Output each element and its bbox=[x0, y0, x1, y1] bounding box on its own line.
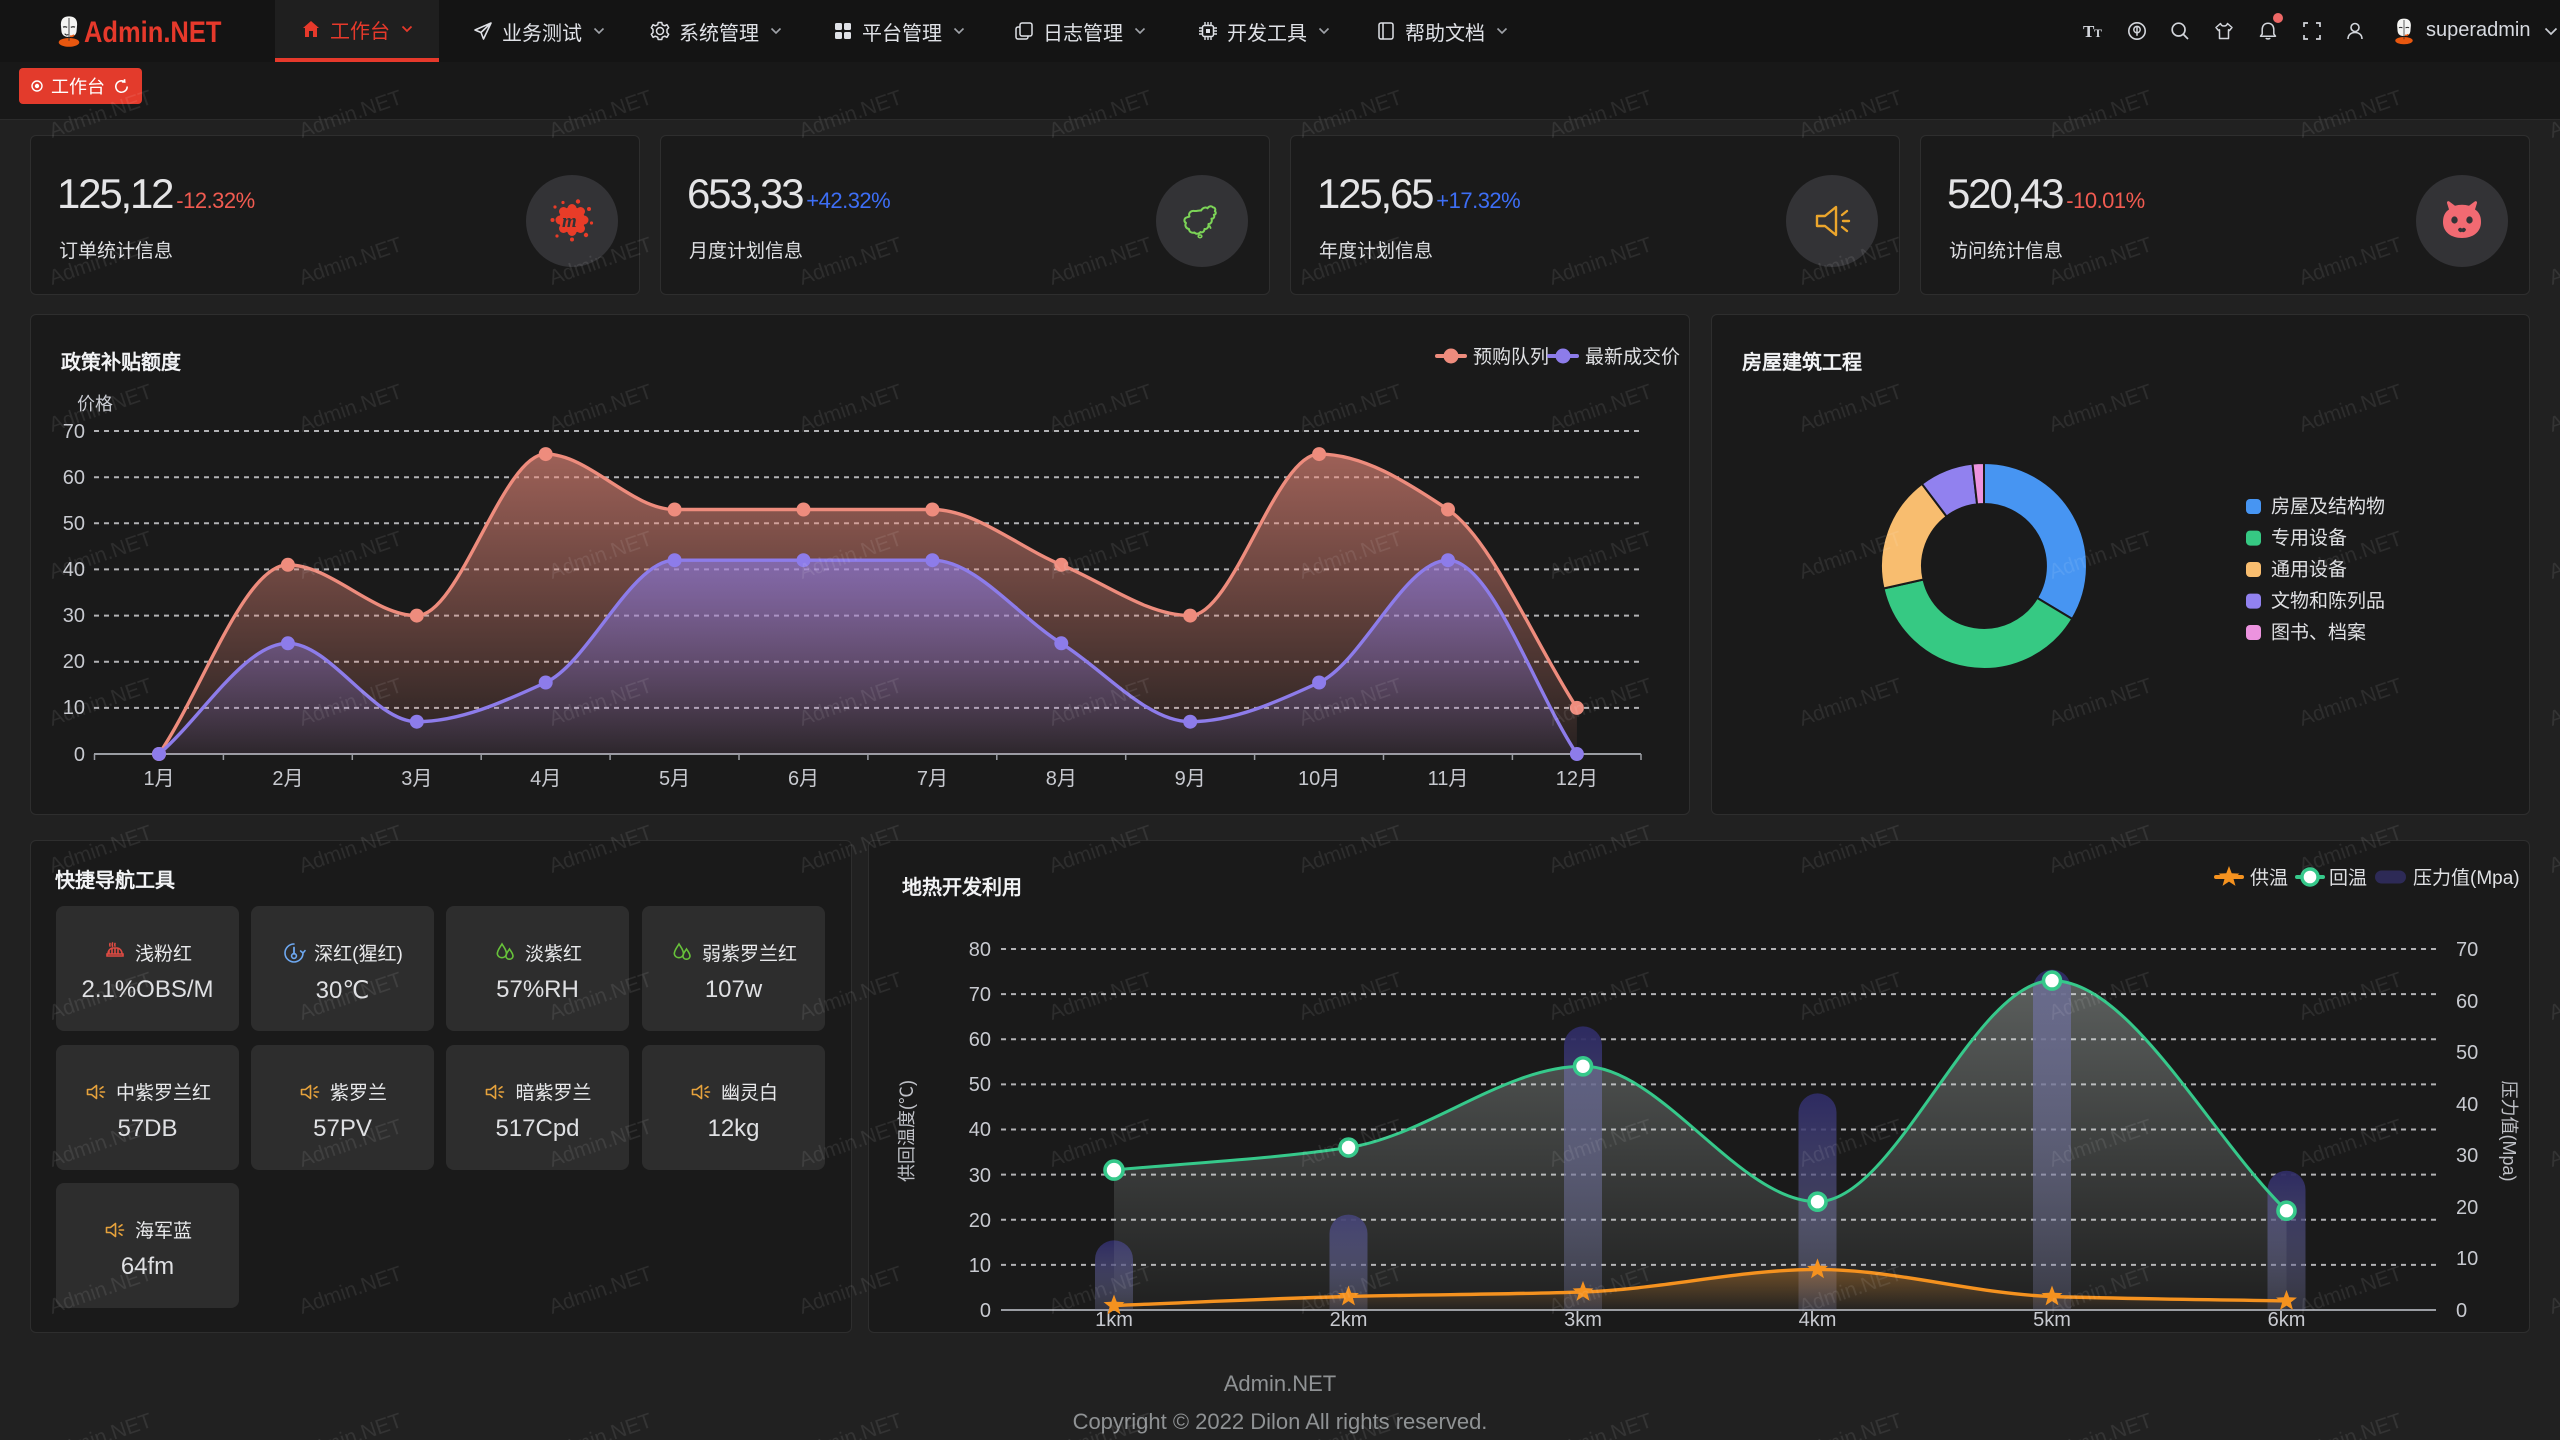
svg-text:60: 60 bbox=[2456, 991, 2478, 1013]
svg-text:T: T bbox=[2083, 22, 2095, 41]
svg-text:专用设备: 专用设备 bbox=[2271, 527, 2347, 549]
svg-text:1月: 1月 bbox=[143, 768, 174, 790]
svg-text:70: 70 bbox=[63, 421, 85, 443]
svg-text:通用设备: 通用设备 bbox=[2271, 559, 2347, 581]
svg-text:30: 30 bbox=[2456, 1145, 2478, 1167]
svg-text:预购队列: 预购队列 bbox=[1473, 346, 1549, 368]
svg-text:80: 80 bbox=[969, 939, 991, 961]
svg-text:0: 0 bbox=[980, 1300, 991, 1322]
svg-text:70: 70 bbox=[2456, 939, 2478, 961]
svg-text:Admin.NET: Admin.NET bbox=[2546, 233, 2560, 290]
svg-text:10: 10 bbox=[63, 697, 85, 719]
svg-text:T: T bbox=[2094, 26, 2102, 40]
svg-text:Admin.NET: Admin.NET bbox=[2546, 380, 2560, 437]
svg-text:20: 20 bbox=[63, 651, 85, 673]
svg-text:50: 50 bbox=[2456, 1042, 2478, 1064]
svg-text:11月: 11月 bbox=[1428, 768, 1469, 790]
svg-text:6月: 6月 bbox=[788, 768, 819, 790]
svg-text:5km: 5km bbox=[2033, 1309, 2071, 1331]
svg-text:Admin.NET: Admin.NET bbox=[2546, 1115, 2560, 1172]
svg-text:5月: 5月 bbox=[659, 768, 690, 790]
svg-text:70: 70 bbox=[969, 984, 991, 1006]
svg-text:m: m bbox=[562, 211, 577, 232]
svg-text:40: 40 bbox=[63, 559, 85, 581]
svg-text:12月: 12月 bbox=[1556, 768, 1598, 790]
svg-text:最新成交价: 最新成交价 bbox=[1585, 346, 1680, 368]
svg-text:10: 10 bbox=[2456, 1248, 2478, 1270]
svg-text:3km: 3km bbox=[1564, 1309, 1602, 1331]
svg-text:2km: 2km bbox=[1330, 1309, 1368, 1331]
svg-text:60: 60 bbox=[63, 467, 85, 489]
svg-text:Admin.NET: Admin.NET bbox=[2546, 674, 2560, 731]
svg-text:价格: 价格 bbox=[77, 394, 113, 414]
svg-text:4km: 4km bbox=[1799, 1309, 1837, 1331]
svg-text:7月: 7月 bbox=[917, 768, 948, 790]
svg-text:9月: 9月 bbox=[1175, 768, 1206, 790]
svg-text:压力值(Mpa): 压力值(Mpa) bbox=[2499, 1080, 2519, 1181]
svg-text:20: 20 bbox=[969, 1210, 991, 1232]
svg-text:压力值(Mpa): 压力值(Mpa) bbox=[2413, 867, 2520, 889]
svg-text:回温: 回温 bbox=[2329, 867, 2367, 889]
svg-text:8月: 8月 bbox=[1046, 768, 1077, 790]
svg-text:10月: 10月 bbox=[1298, 768, 1340, 790]
svg-text:Admin.NET: Admin.NET bbox=[2546, 968, 2560, 1025]
svg-text:3月: 3月 bbox=[401, 768, 432, 790]
svg-text:Admin.NET: Admin.NET bbox=[2546, 1262, 2560, 1319]
svg-text:40: 40 bbox=[2456, 1094, 2478, 1116]
svg-text:文物和陈列品: 文物和陈列品 bbox=[2271, 590, 2385, 612]
svg-text:60: 60 bbox=[969, 1029, 991, 1051]
svg-text:20: 20 bbox=[2456, 1197, 2478, 1219]
svg-text:50: 50 bbox=[969, 1074, 991, 1096]
svg-text:供温: 供温 bbox=[2250, 867, 2288, 889]
svg-text:Admin.NET: Admin.NET bbox=[2546, 527, 2560, 584]
svg-text:图书、档案: 图书、档案 bbox=[2271, 622, 2366, 644]
svg-text:6km: 6km bbox=[2268, 1309, 2306, 1331]
svg-text:2月: 2月 bbox=[272, 768, 303, 790]
svg-text:30: 30 bbox=[969, 1165, 991, 1187]
svg-text:0: 0 bbox=[74, 744, 85, 766]
svg-text:0: 0 bbox=[2456, 1300, 2467, 1322]
svg-text:50: 50 bbox=[63, 513, 85, 535]
svg-text:1km: 1km bbox=[1095, 1309, 1133, 1331]
svg-text:4月: 4月 bbox=[530, 768, 561, 790]
svg-text:10: 10 bbox=[969, 1255, 991, 1277]
svg-text:Admin.NET: Admin.NET bbox=[2546, 821, 2560, 878]
svg-text:供回温度(℃): 供回温度(℃) bbox=[897, 1080, 917, 1182]
svg-text:房屋及结构物: 房屋及结构物 bbox=[2271, 496, 2385, 518]
svg-text:30: 30 bbox=[63, 605, 85, 627]
svg-text:40: 40 bbox=[969, 1119, 991, 1141]
